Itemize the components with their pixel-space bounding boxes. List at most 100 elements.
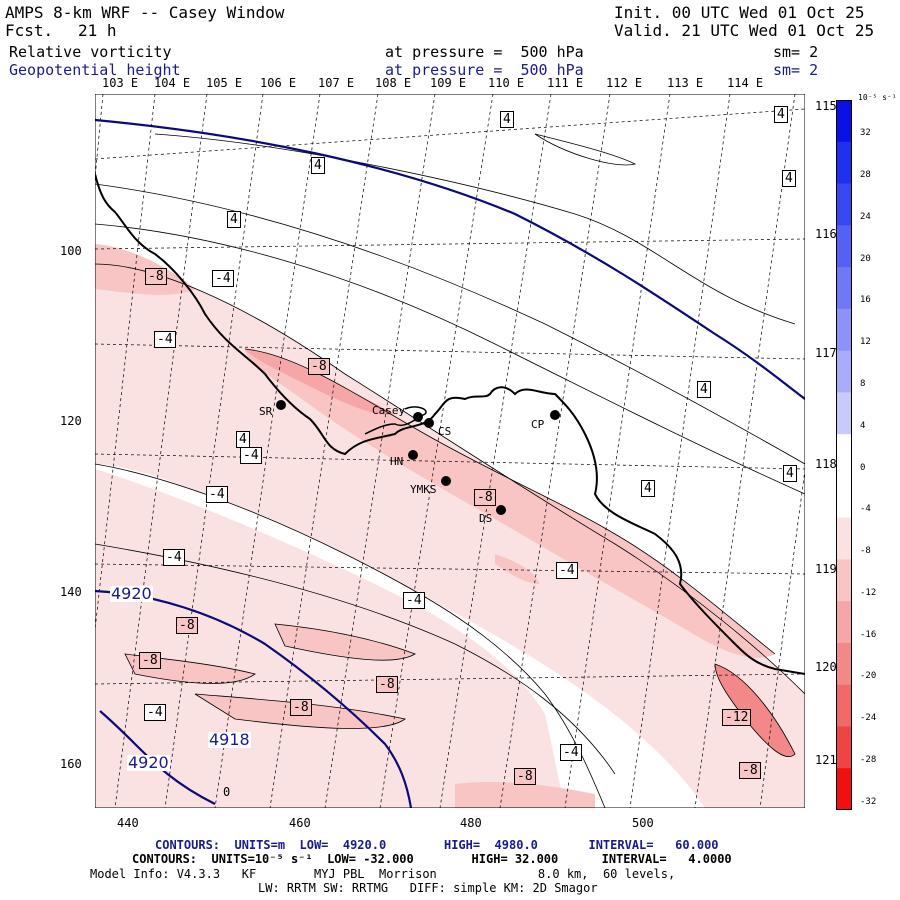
station-markers [276, 400, 560, 515]
colorbar-tick-label: -16 [860, 629, 877, 640]
colorbar-tick-label: -20 [860, 671, 877, 682]
lon-label-103: 103 E [102, 76, 139, 90]
vort-label: -4 [212, 270, 234, 287]
field2-smoothing: sm= 2 [773, 61, 819, 79]
vort-label: -4 [154, 331, 176, 348]
vort-label: -8 [145, 268, 167, 285]
colorbar-swatch [836, 100, 852, 143]
vort-label: 4 [311, 157, 325, 174]
lon-label-110: 110 E [488, 76, 525, 90]
station-hn-dot[interactable] [408, 450, 418, 460]
vort-label: 4 [697, 381, 711, 398]
vort-label: -8 [308, 358, 330, 375]
colorbar-swatch [836, 350, 852, 393]
station-ymks-dot[interactable] [441, 476, 451, 486]
vort-label: -4 [556, 562, 578, 579]
colorbar-swatch [836, 601, 852, 644]
footer-height-contours: CONTOURS: UNITS=m LOW= 4920.0 HIGH= 4980… [155, 838, 719, 852]
vort-label: -8 [290, 699, 312, 716]
vort-label: 4 [227, 211, 241, 228]
lon-label-104: 104 E [154, 76, 191, 90]
colorbar-tick-label: 20 [860, 253, 871, 264]
colorbar-swatch [836, 684, 852, 727]
station-casey-dot[interactable] [413, 412, 423, 422]
colorbar-swatch [836, 642, 852, 686]
height-label: 4918 [208, 730, 251, 749]
colorbar-swatch [836, 726, 852, 769]
vort-label-zero: 0 [223, 785, 231, 799]
station-cs-label: CS [438, 425, 452, 438]
vorticity-shading [95, 244, 805, 808]
colorbar-tick-label: 0 [860, 462, 866, 473]
vort-label: -8 [514, 768, 536, 785]
vort-label: -12 [722, 709, 752, 726]
lon-label-111: 111 E [547, 76, 584, 90]
station-ds-dot[interactable] [496, 505, 506, 515]
vort-label: -8 [739, 762, 761, 779]
vort-label: -4 [206, 486, 228, 503]
lon-label-106: 106 E [260, 76, 297, 90]
vort-label: 4 [783, 465, 797, 482]
height-label: 4920 [127, 753, 170, 772]
field2-pressure: at pressure = 500 hPa [385, 61, 584, 79]
colorbar-tick-label: -28 [860, 754, 877, 765]
vort-label: -4 [560, 744, 582, 761]
station-cp-dot[interactable] [550, 410, 560, 420]
forecast-label: Fcst. [5, 21, 54, 40]
lon-label-112: 112 E [606, 76, 643, 90]
colorbar-tick-label: -24 [860, 713, 877, 724]
colorbar-tick-label: 24 [860, 211, 871, 222]
colorbar-tick-label: -12 [860, 587, 877, 598]
colorbar-swatch [836, 308, 852, 352]
colorbar-swatch [836, 475, 852, 519]
vorticity-map [95, 94, 805, 808]
vort-label: -8 [474, 489, 496, 506]
height-contours [95, 118, 805, 808]
lon-label-114: 114 E [727, 76, 764, 90]
y-tick-160: 160 [60, 757, 82, 771]
lat-lon-grid [95, 94, 805, 808]
vort-label: 4 [782, 170, 796, 187]
vort-label: -4 [240, 447, 262, 464]
coastline [95, 173, 805, 675]
x-tick-460: 460 [289, 816, 311, 830]
station-ds-label: DS [479, 512, 493, 525]
colorbar-frame [836, 100, 852, 810]
colorbar-swatch [836, 267, 852, 310]
station-ymks-label: YMKS [410, 483, 437, 496]
colorbar-tick-label: -4 [860, 504, 871, 515]
vort-label: -4 [144, 704, 166, 721]
station-cs-dot[interactable] [424, 418, 434, 428]
vort-label: -8 [139, 652, 161, 669]
vort-label: -4 [403, 592, 425, 609]
vort-label: -4 [163, 549, 185, 566]
x-tick-440: 440 [117, 816, 139, 830]
field1-smoothing: sm= 2 [773, 43, 819, 61]
colorbar [836, 100, 852, 810]
vort-label: 4 [774, 106, 788, 123]
station-sr-dot[interactable] [276, 400, 286, 410]
vort-label: -8 [376, 676, 398, 693]
vorticity-contours [95, 133, 805, 808]
lon-label-109: 109 E [430, 76, 467, 90]
y-tick-120: 120 [60, 414, 82, 428]
vort-label: 4 [500, 111, 514, 128]
vort-label: 4 [641, 480, 655, 497]
footer-model-info: Model Info: V4.3.3 KF MYJ PBL Morrison 8… [90, 867, 676, 881]
field1-name: Relative vorticity [9, 43, 172, 61]
colorbar-tick-label: 4 [860, 420, 866, 431]
colorbar-tick-label: -8 [860, 546, 871, 557]
field2-name: Geopotential height [9, 61, 181, 79]
colorbar-swatch [836, 392, 852, 435]
colorbar-tick-label: 28 [860, 170, 871, 181]
y-tick-100: 100 [60, 244, 82, 258]
colorbar-swatch [836, 141, 852, 185]
colorbar-swatch [836, 559, 852, 602]
lon-label-107: 107 E [318, 76, 355, 90]
station-cp-label: CP [531, 418, 545, 431]
colorbar-tick-label: 16 [860, 295, 871, 306]
colorbar-swatch [836, 225, 852, 268]
colorbar-tick-label: 12 [860, 337, 871, 348]
map-title: AMPS 8-km WRF -- Casey Window [5, 3, 285, 22]
vort-label: -8 [176, 617, 198, 634]
